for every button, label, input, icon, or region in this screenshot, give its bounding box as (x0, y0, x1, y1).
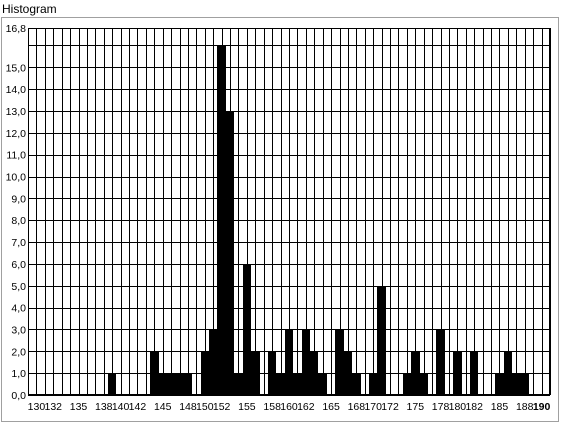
x-tick-label: 180 (449, 401, 467, 413)
histogram-bar (217, 45, 226, 395)
y-tick-label: 4,0 (11, 303, 26, 315)
x-tick-label: 142 (129, 401, 147, 413)
x-tick-label: 175 (407, 401, 425, 413)
histogram-bar (470, 351, 478, 395)
plot-border (28, 28, 550, 395)
histogram-bar (436, 329, 445, 395)
x-tick-label: 158 (263, 401, 281, 413)
x-tick-label: 145 (154, 401, 172, 413)
x-tick-label: 148 (179, 401, 197, 413)
x-tick-label: 182 (465, 401, 483, 413)
x-tick-label: 190 (533, 401, 551, 413)
y-tick-label: 7,0 (11, 237, 26, 249)
x-tick-label: 170 (364, 401, 382, 413)
histogram-bar (276, 373, 285, 395)
y-tick-label: 0,0 (11, 390, 26, 402)
histogram-bar (293, 373, 302, 395)
y-tick-label: 13,0 (6, 106, 27, 118)
histogram-bar (318, 373, 327, 395)
histogram-bar (512, 373, 521, 395)
y-tick-label: 3,0 (11, 324, 26, 336)
bars (108, 45, 529, 395)
x-tick-label: 138 (95, 401, 113, 413)
histogram-bar (243, 264, 251, 395)
x-tick-label: 172 (381, 401, 399, 413)
histogram-bar (335, 329, 344, 395)
x-tick-label: 160 (280, 401, 298, 413)
y-tick-label: 6,0 (11, 259, 26, 271)
y-tick-label: 10,0 (6, 172, 27, 184)
histogram-bar (150, 351, 159, 395)
histogram-bar (377, 286, 386, 395)
histogram-bar (285, 329, 293, 395)
histogram-bar (420, 373, 428, 395)
histogram-bar (175, 373, 184, 395)
y-tick-label: 5,0 (11, 281, 26, 293)
x-tick-label: 155 (238, 401, 256, 413)
histogram-bar (453, 351, 462, 395)
histogram-bar (521, 373, 529, 395)
histogram-bar (251, 351, 260, 395)
histogram-bar (201, 351, 209, 395)
x-tick-label: 185 (491, 401, 509, 413)
x-tick-label: 140 (112, 401, 130, 413)
x-tick-label: 135 (70, 401, 88, 413)
y-tick-labels: 0,0 1,0 2,0 3,0 4,0 5,0 6,0 7,0 8,0 9,0 10,0 11,0 12… (6, 23, 27, 402)
y-tick-label: 1,0 (11, 368, 26, 380)
histogram-bar (310, 351, 318, 395)
histogram-bar (226, 111, 234, 395)
histogram-bar (344, 351, 352, 395)
x-tick-label: 150 (196, 401, 214, 413)
histogram-bar (369, 373, 377, 395)
histogram-bar (209, 329, 217, 395)
y-tick-label: 14,0 (6, 84, 27, 96)
histogram-bar (403, 373, 411, 395)
histogram-bar (411, 351, 420, 395)
histogram-bar (302, 329, 310, 395)
x-tick-label: 168 (348, 401, 366, 413)
x-tick-label: 132 (44, 401, 62, 413)
histogram-bar (234, 373, 243, 395)
y-tick-label: 2,0 (11, 346, 26, 358)
histogram-bar (167, 373, 175, 395)
x-tick-label: 178 (432, 401, 450, 413)
y-tick-label: 16,8 (6, 23, 27, 35)
histogram-bar (352, 373, 361, 395)
histogram-bar (159, 373, 167, 395)
histogram-bar (184, 373, 192, 395)
y-tick-label: 9,0 (11, 193, 26, 205)
x-tick-label: 165 (322, 401, 340, 413)
chart-title: Histogram (2, 2, 57, 16)
histogram-bar (268, 351, 276, 395)
y-tick-label: 12,0 (6, 128, 27, 140)
x-tick-label: 188 (516, 401, 534, 413)
x-tick-label: 130 (28, 401, 46, 413)
histogram-bar (108, 373, 116, 395)
x-tick-label: 152 (213, 401, 231, 413)
y-tick-label: 15,0 (6, 62, 27, 74)
x-tick-labels: 130 132 135 138 140 142 145 148 150 152 155 158 160 1… (28, 401, 551, 413)
x-tick-label: 162 (297, 401, 315, 413)
histogram-bar (495, 373, 504, 395)
grid (28, 28, 551, 396)
y-tick-label: 11,0 (6, 150, 26, 162)
y-tick-label: 8,0 (11, 215, 26, 227)
histogram-bar (504, 351, 512, 395)
